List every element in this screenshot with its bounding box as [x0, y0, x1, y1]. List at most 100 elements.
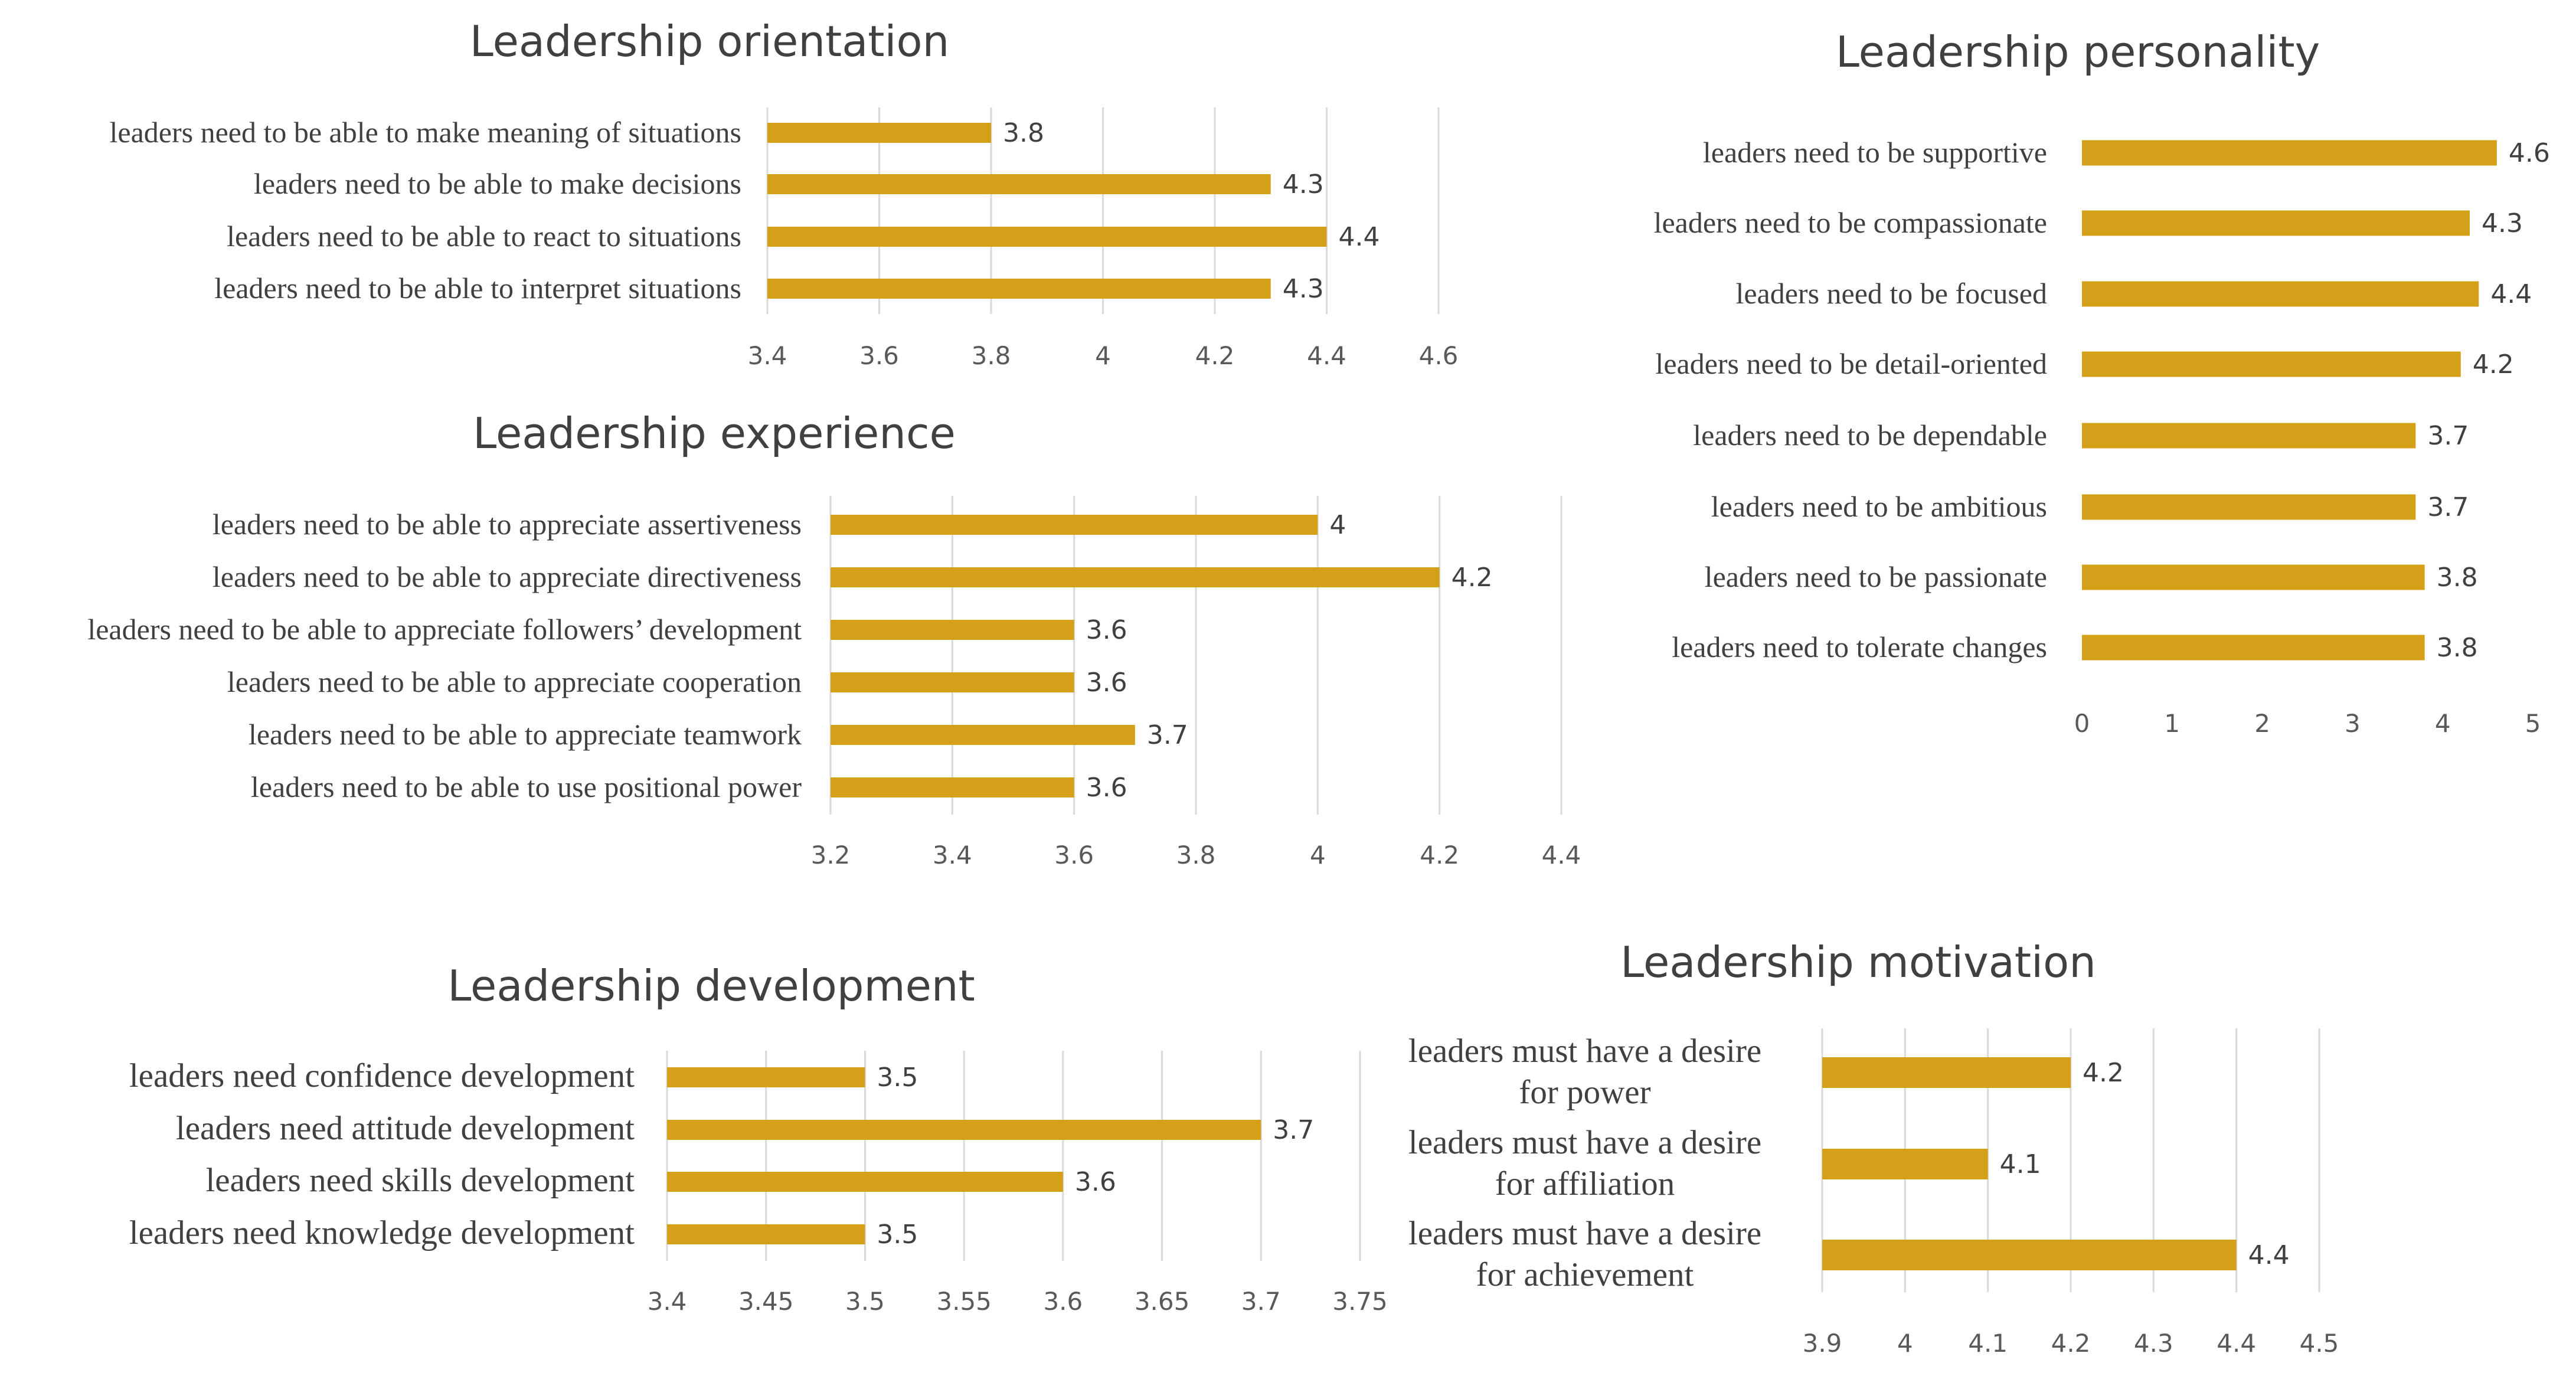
category-label: leaders need to tolerate changes: [1672, 630, 2047, 664]
x-tick-label: 4.4: [1307, 341, 1346, 370]
category-label: leaders need to be able to make meaning …: [110, 116, 741, 149]
category-label: leaders need to be able to interpret sit…: [214, 272, 741, 305]
x-tick-label: 4.4: [2217, 1329, 2256, 1358]
data-label: 3.6: [1086, 615, 1127, 645]
bar: [2082, 564, 2425, 590]
x-tick-label: 5: [2525, 709, 2541, 738]
category-label: leaders need to be able to appreciate te…: [249, 718, 802, 751]
x-tick-label: 4.4: [1542, 841, 1581, 870]
x-tick-label: 3.4: [648, 1287, 687, 1316]
chart-title: Leadership experience: [473, 408, 956, 458]
x-tick-label: 3.75: [1332, 1287, 1388, 1316]
bar: [767, 174, 1271, 194]
chart-2: Leadership personality 0 1 2 3 4 5 4.6 leaders n…: [1654, 27, 2550, 738]
chart-title: Leadership development: [447, 961, 975, 1011]
category-label: leaders need confidence development: [129, 1057, 635, 1094]
x-tick-label: 4.1: [1968, 1329, 2008, 1358]
category-label: leaders need to be passionate: [1705, 560, 2047, 593]
category-label: leaders need to be supportive: [1703, 136, 2047, 169]
bar: [667, 1224, 865, 1244]
x-tick-label: 0: [2074, 709, 2090, 738]
bar: [667, 1172, 1063, 1192]
category-label: leaders need knowledge development: [129, 1214, 635, 1251]
x-tick-label: 4.2: [1195, 341, 1235, 370]
category-label: leaders need to be ambitious: [1711, 490, 2047, 523]
data-label: 4.4: [2248, 1240, 2290, 1270]
x-tick-label: 3.65: [1135, 1287, 1190, 1316]
bar: [2082, 635, 2425, 661]
bar: [667, 1067, 865, 1087]
category-label: leaders need to be compassionate: [1654, 206, 2047, 239]
x-tick-label: 4.3: [2134, 1329, 2173, 1358]
data-label: 3.8: [2437, 633, 2478, 663]
category-label: leaders need to be able to appreciate co…: [227, 665, 802, 698]
data-label: 4.2: [2473, 349, 2514, 380]
category-label: leaders need to be able to appreciate di…: [213, 560, 802, 593]
chart-3: Leadership experience 3.2 3.4 3.6 3.8 4 4.2 4.4…: [87, 408, 1581, 870]
x-tick-label: 3.4: [933, 841, 972, 870]
bar: [667, 1120, 1261, 1140]
bar: [831, 777, 1074, 798]
data-label: 4.3: [1283, 274, 1324, 304]
x-tick-label: 4: [1897, 1329, 1913, 1358]
bar: [831, 725, 1135, 745]
data-label: 3.7: [1273, 1115, 1314, 1145]
x-tick-label: 3.6: [1043, 1287, 1083, 1316]
bar: [831, 515, 1318, 535]
category-label: leaders need to be able to react to situ…: [227, 220, 741, 253]
bar: [831, 620, 1074, 640]
x-tick-label: 3: [2345, 709, 2361, 738]
data-label: 4.1: [2000, 1149, 2041, 1179]
x-tick-label: 3.45: [738, 1287, 794, 1316]
category-label: leaders need to be able to use positiona…: [251, 770, 802, 803]
bar: [2082, 494, 2416, 520]
data-label: 4: [1329, 510, 1346, 540]
bar: [831, 672, 1074, 692]
data-label: 4.2: [1452, 563, 1493, 593]
data-label: 3.8: [1003, 118, 1044, 148]
data-label: 4.4: [2490, 279, 2532, 309]
category-label: leaders need to be dependable: [1693, 419, 2047, 452]
bar: [2082, 140, 2497, 166]
data-label: 4.6: [2509, 138, 2550, 168]
data-label: 3.6: [1075, 1167, 1116, 1197]
category-label: leaders must have a desire for affiliatio…: [1408, 1124, 1761, 1202]
category-label: leaders need to be able to make decision…: [254, 167, 741, 200]
bar: [767, 227, 1327, 247]
chart-title: Leadership personality: [1836, 27, 2320, 77]
bar: [2082, 210, 2470, 236]
category-label: leaders need to be detail-oriented: [1655, 347, 2047, 380]
x-tick-label: 3.4: [748, 341, 787, 370]
data-label: 3.7: [2427, 421, 2469, 451]
x-tick-label: 3.6: [859, 341, 899, 370]
bar: [2082, 423, 2416, 449]
chart-1: Leadership orientation 3.4 3.6 3.8 4 4.2 4.4 4.…: [110, 17, 1459, 370]
x-tick-label: 3.55: [936, 1287, 992, 1316]
data-label: 3.8: [2437, 563, 2478, 593]
x-tick-label: 4: [1095, 341, 1111, 370]
data-label: 4.2: [2083, 1058, 2124, 1088]
x-tick-label: 3.7: [1241, 1287, 1281, 1316]
x-tick-label: 4.5: [2300, 1329, 2339, 1358]
bar: [831, 567, 1440, 587]
data-label: 3.7: [2427, 492, 2469, 522]
bar: [1822, 1057, 2071, 1088]
x-tick-label: 3.9: [1803, 1329, 1842, 1358]
data-label: 3.6: [1086, 773, 1127, 803]
x-tick-label: 1: [2164, 709, 2180, 738]
bar: [767, 123, 991, 143]
x-tick-label: 3.5: [845, 1287, 885, 1316]
chart-title: Leadership orientation: [470, 17, 949, 66]
data-label: 3.5: [877, 1220, 918, 1250]
data-label: 4.3: [2482, 208, 2523, 238]
category-label: leaders must have a desire for achievemen…: [1408, 1215, 1761, 1293]
bar: [2082, 281, 2479, 307]
chart-title: Leadership motivation: [1620, 937, 2096, 987]
data-label: 3.6: [1086, 668, 1127, 698]
x-tick-label: 3.6: [1054, 841, 1094, 870]
bar: [2082, 351, 2461, 377]
chart-5: Leadership motivation 3.9 4 4.1 4.2 4.3 4.4 4.5…: [1408, 937, 2339, 1358]
x-tick-label: 4: [2435, 709, 2451, 738]
data-label: 3.5: [877, 1063, 918, 1093]
